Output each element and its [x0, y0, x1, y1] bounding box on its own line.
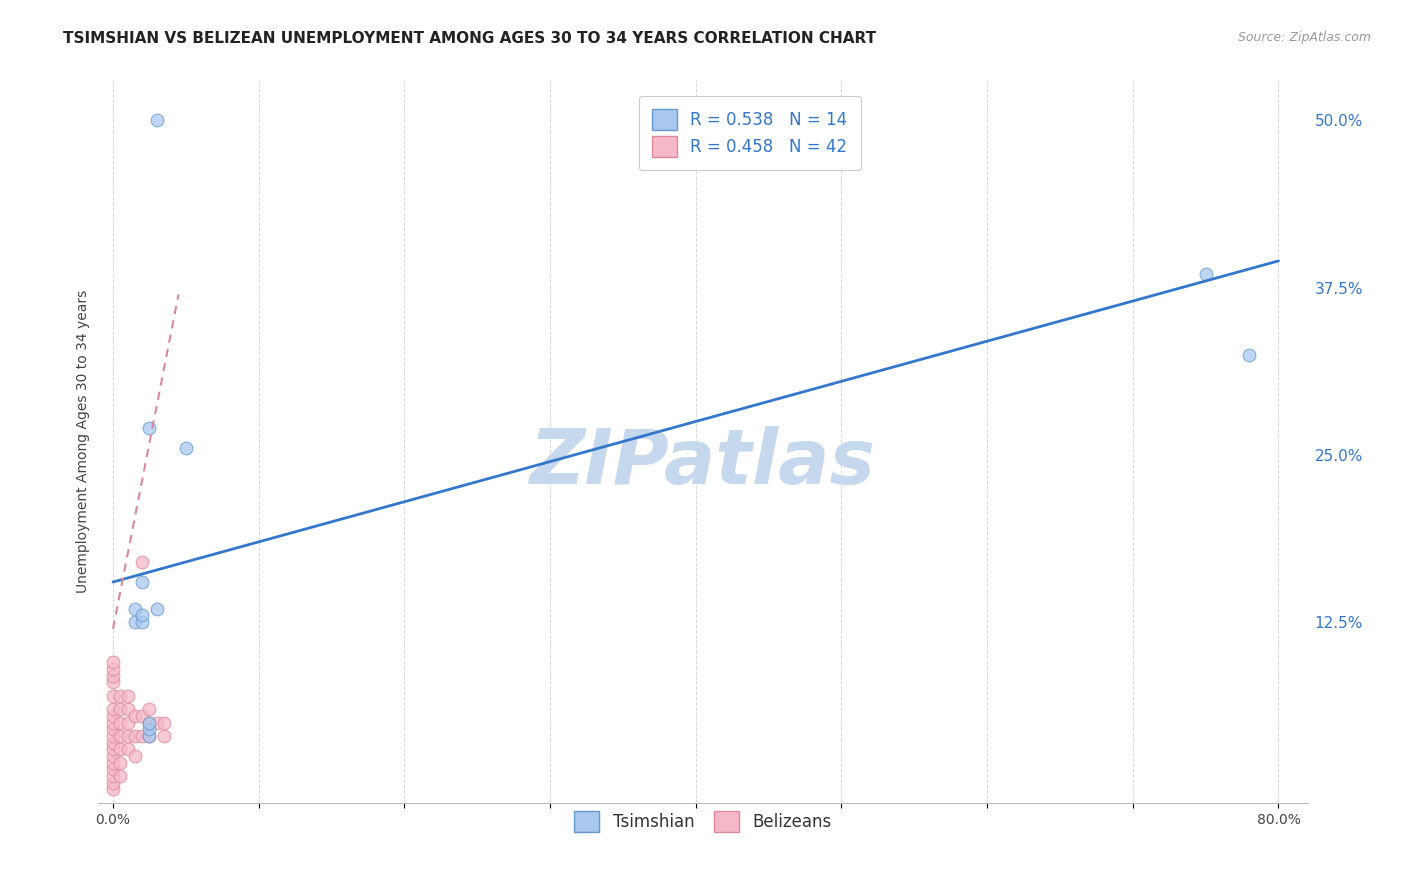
Point — [101, 708, 124, 723]
Text: ZIPatlas: ZIPatlas — [530, 426, 876, 500]
Point — [138, 729, 160, 743]
Point — [101, 742, 124, 756]
Point — [101, 762, 124, 776]
Point — [131, 608, 153, 623]
Point — [101, 729, 124, 743]
Point — [101, 675, 124, 690]
Point — [1239, 348, 1261, 362]
Point — [101, 669, 124, 683]
Point — [124, 729, 146, 743]
Point — [117, 715, 139, 730]
Point — [101, 655, 124, 669]
Point — [101, 689, 124, 703]
Point — [1194, 268, 1216, 282]
Point — [110, 689, 132, 703]
Point — [131, 575, 153, 590]
Point — [145, 715, 167, 730]
Point — [101, 756, 124, 770]
Point — [131, 615, 153, 630]
Point — [110, 769, 132, 783]
Point — [101, 723, 124, 737]
Point — [124, 615, 146, 630]
Point — [117, 702, 139, 716]
Point — [174, 442, 197, 455]
Point — [138, 715, 160, 730]
Point — [153, 729, 176, 743]
Point — [110, 729, 132, 743]
Point — [131, 708, 153, 723]
Point — [131, 729, 153, 743]
Point — [124, 602, 146, 616]
Text: TSIMSHIAN VS BELIZEAN UNEMPLOYMENT AMONG AGES 30 TO 34 YEARS CORRELATION CHART: TSIMSHIAN VS BELIZEAN UNEMPLOYMENT AMONG… — [63, 31, 876, 46]
Point — [101, 782, 124, 797]
Point — [110, 702, 132, 716]
Point — [145, 602, 167, 616]
Point — [117, 689, 139, 703]
Point — [101, 662, 124, 676]
Point — [138, 723, 160, 737]
Point — [117, 729, 139, 743]
Point — [138, 421, 160, 435]
Point — [101, 715, 124, 730]
Point — [101, 776, 124, 790]
Y-axis label: Unemployment Among Ages 30 to 34 years: Unemployment Among Ages 30 to 34 years — [76, 290, 90, 593]
Point — [110, 756, 132, 770]
Point — [124, 749, 146, 764]
Point — [138, 702, 160, 716]
Legend: Tsimshian, Belizeans: Tsimshian, Belizeans — [561, 798, 845, 845]
Point — [101, 735, 124, 749]
Point — [131, 555, 153, 569]
Point — [124, 708, 146, 723]
Point — [145, 113, 167, 128]
Point — [110, 742, 132, 756]
Point — [138, 715, 160, 730]
Point — [101, 769, 124, 783]
Point — [117, 742, 139, 756]
Point — [101, 749, 124, 764]
Text: Source: ZipAtlas.com: Source: ZipAtlas.com — [1237, 31, 1371, 45]
Point — [138, 729, 160, 743]
Point — [101, 702, 124, 716]
Point — [110, 715, 132, 730]
Point — [153, 715, 176, 730]
